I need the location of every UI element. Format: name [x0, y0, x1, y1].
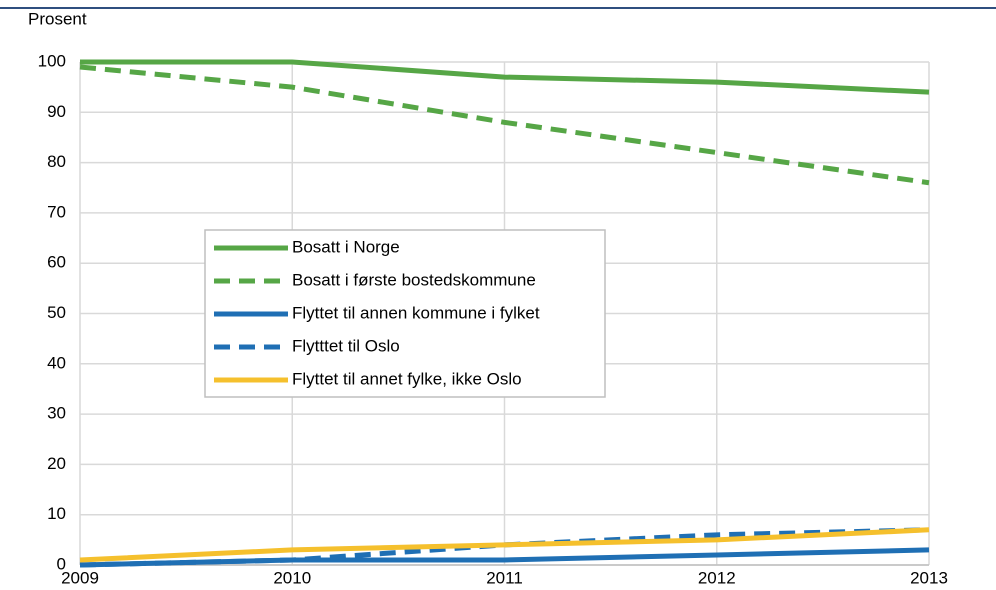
y-tick-label: 90 [47, 102, 66, 121]
y-tick-label: 20 [47, 454, 66, 473]
y-tick-label: 30 [47, 404, 66, 423]
x-tick-label: 2009 [61, 568, 99, 587]
legend-label: Flyttet til annet fylke, ikke Oslo [292, 369, 522, 388]
y-tick-label: 40 [47, 353, 66, 372]
y-tick-label: 100 [38, 51, 66, 70]
x-tick-label: 2012 [698, 568, 736, 587]
x-tick-label: 2013 [910, 568, 948, 587]
series-line [80, 59, 930, 95]
y-axis-label: Prosent [28, 9, 87, 28]
x-tick-label: 2011 [486, 568, 523, 587]
legend-label: Bosatt i Norge [292, 237, 400, 256]
y-tick-label: 10 [47, 504, 66, 523]
series-line [79, 547, 930, 568]
y-tick-label: 80 [47, 152, 66, 171]
y-tick-label: 70 [47, 202, 66, 221]
legend-label: Bosatt i første bostedskommune [292, 270, 536, 289]
y-tick-label: 0 [57, 554, 66, 573]
legend-label: Flyttet til annen kommune i fylket [292, 303, 540, 322]
y-tick-label: 50 [47, 303, 66, 322]
legend-label: Flytttet til Oslo [292, 336, 400, 355]
x-tick-label: 2010 [273, 568, 311, 587]
y-tick-label: 60 [47, 253, 66, 272]
series-line [79, 64, 930, 186]
series-line [79, 527, 930, 563]
